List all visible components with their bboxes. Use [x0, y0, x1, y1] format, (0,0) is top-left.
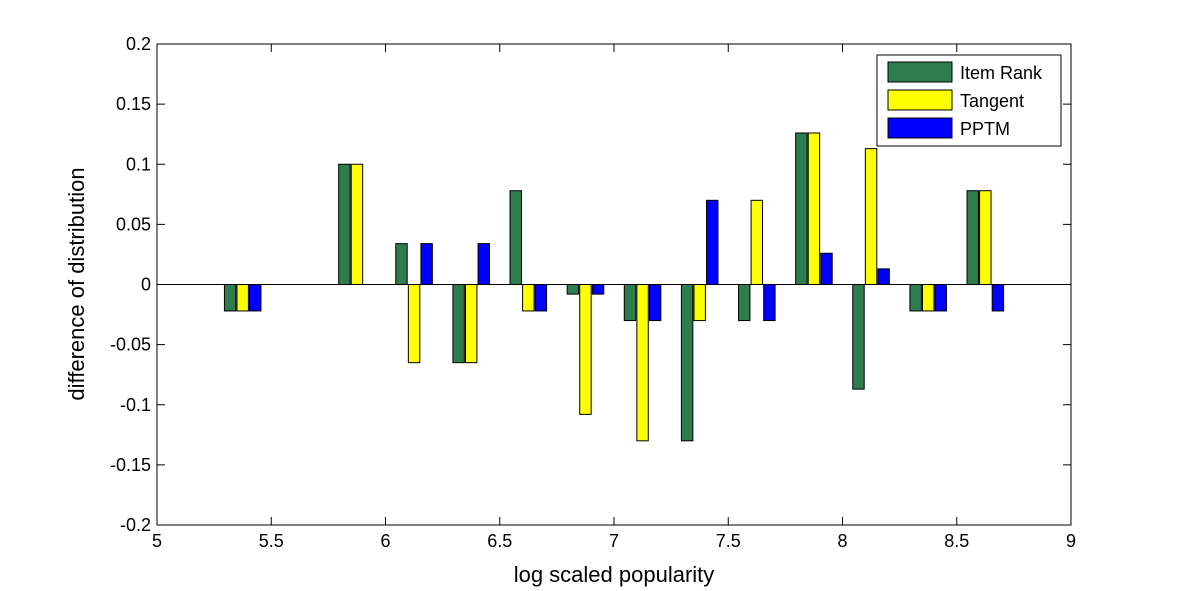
bar	[395, 243, 408, 285]
bar	[591, 284, 605, 295]
x-axis-label: log scaled popularity	[514, 562, 715, 587]
bar	[909, 284, 922, 312]
x-tick-label: 9	[1066, 531, 1076, 551]
legend-swatch	[887, 89, 953, 111]
y-tick-label: 0.1	[126, 154, 151, 174]
bar	[477, 243, 490, 285]
bar	[249, 284, 262, 312]
bar	[706, 199, 719, 286]
bar	[509, 190, 522, 285]
x-tick-label: 5.5	[259, 531, 284, 551]
bar	[991, 284, 1005, 312]
x-tick-label: 6	[380, 531, 390, 551]
bar	[534, 284, 548, 312]
bar	[877, 268, 890, 285]
bar	[350, 163, 364, 285]
bar	[680, 284, 694, 442]
legend-label: Item Rank	[960, 63, 1043, 83]
legend: Item Rank Tangent PPTM	[876, 54, 1062, 147]
bar	[763, 284, 776, 322]
y-tick-label: 0.2	[126, 34, 151, 54]
bar	[750, 199, 764, 286]
legend-swatch	[887, 117, 953, 139]
legend-swatch	[887, 61, 953, 83]
bar	[236, 284, 249, 312]
y-tick-label: 0.15	[116, 94, 151, 114]
bar	[795, 132, 808, 285]
x-tick-label: 6.5	[487, 531, 512, 551]
x-tick-label: 8	[837, 531, 847, 551]
bar	[522, 284, 535, 312]
legend-label: PPTM	[960, 119, 1010, 139]
y-tick-label: -0.1	[120, 395, 151, 415]
y-tick-label: -0.2	[120, 515, 151, 535]
y-tick-label: 0.05	[116, 214, 151, 234]
y-tick-label: -0.05	[110, 335, 151, 355]
x-axis: 5 5.5 6 6.5 7 7.5 8 8.5 9	[152, 44, 1076, 551]
bar	[738, 284, 751, 322]
bar	[420, 243, 433, 285]
y-axis: -0.2 -0.15 -0.1 -0.05 0 0.05 0.1 0.15 0.2	[110, 34, 1071, 535]
bar	[820, 252, 833, 286]
bar	[864, 148, 878, 285]
y-tick-label: -0.15	[110, 455, 151, 475]
bar	[636, 284, 649, 442]
x-tick-label: 5	[152, 531, 162, 551]
bar	[223, 284, 237, 312]
bar	[921, 284, 935, 312]
x-tick-label: 8.5	[944, 531, 969, 551]
bar	[452, 284, 465, 364]
y-axis-label: difference of distribution	[64, 167, 89, 400]
bar	[579, 284, 592, 415]
bar	[623, 284, 637, 322]
bar	[852, 284, 865, 390]
bar	[407, 284, 421, 364]
y-tick-label: 0	[141, 275, 151, 295]
bar	[934, 284, 947, 312]
bar	[693, 284, 706, 322]
bar	[338, 163, 351, 285]
bar	[979, 190, 992, 285]
bar	[566, 284, 580, 295]
bar	[966, 190, 979, 285]
bar	[807, 132, 821, 285]
x-tick-label: 7	[609, 531, 619, 551]
x-tick-label: 7.5	[716, 531, 741, 551]
bar	[648, 284, 662, 322]
bar	[464, 284, 478, 364]
legend-label: Tangent	[960, 91, 1024, 111]
